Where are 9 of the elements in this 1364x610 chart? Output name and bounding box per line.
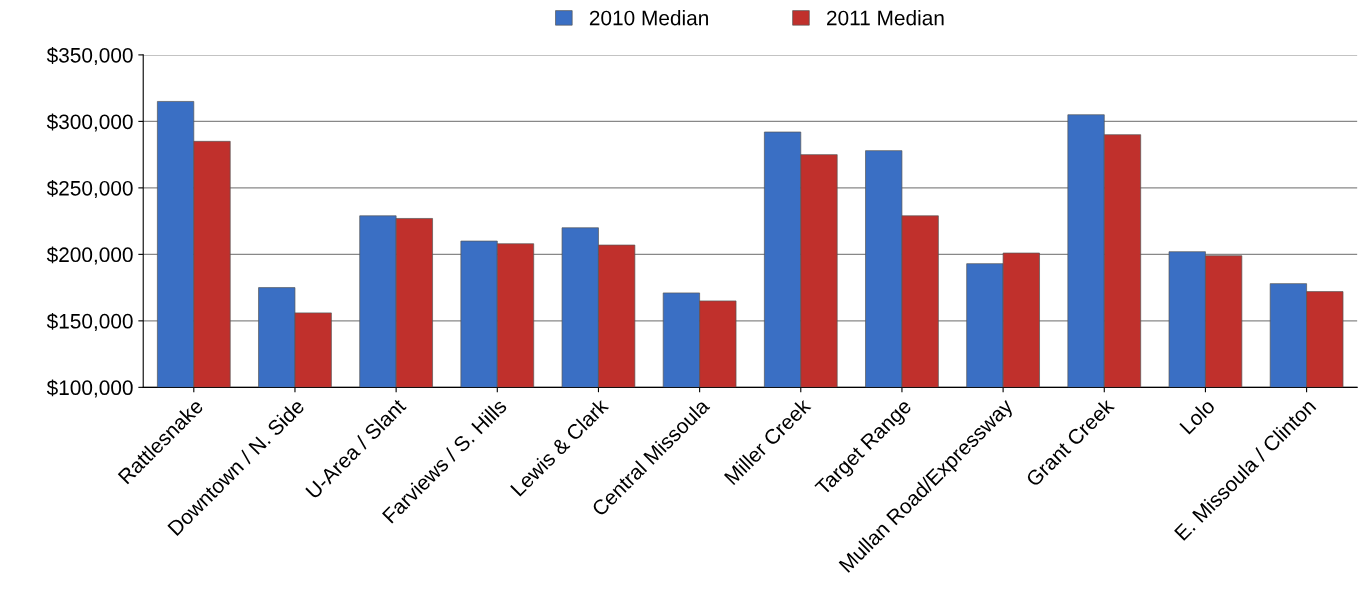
y-tick-label: $150,000 (46, 312, 133, 332)
y-tick-label: $100,000 (46, 379, 133, 398)
x-tick-label: Lolo (1178, 397, 1216, 435)
legend-label: 2011 Median (827, 10, 944, 26)
y-tick-label: $200,000 (46, 246, 133, 265)
y-tick-label: $350,000 (46, 47, 133, 66)
legend-label: 2010 Median (589, 10, 708, 26)
y-tick-label: $300,000 (46, 113, 133, 132)
y-tick-label: $250,000 (46, 180, 133, 199)
